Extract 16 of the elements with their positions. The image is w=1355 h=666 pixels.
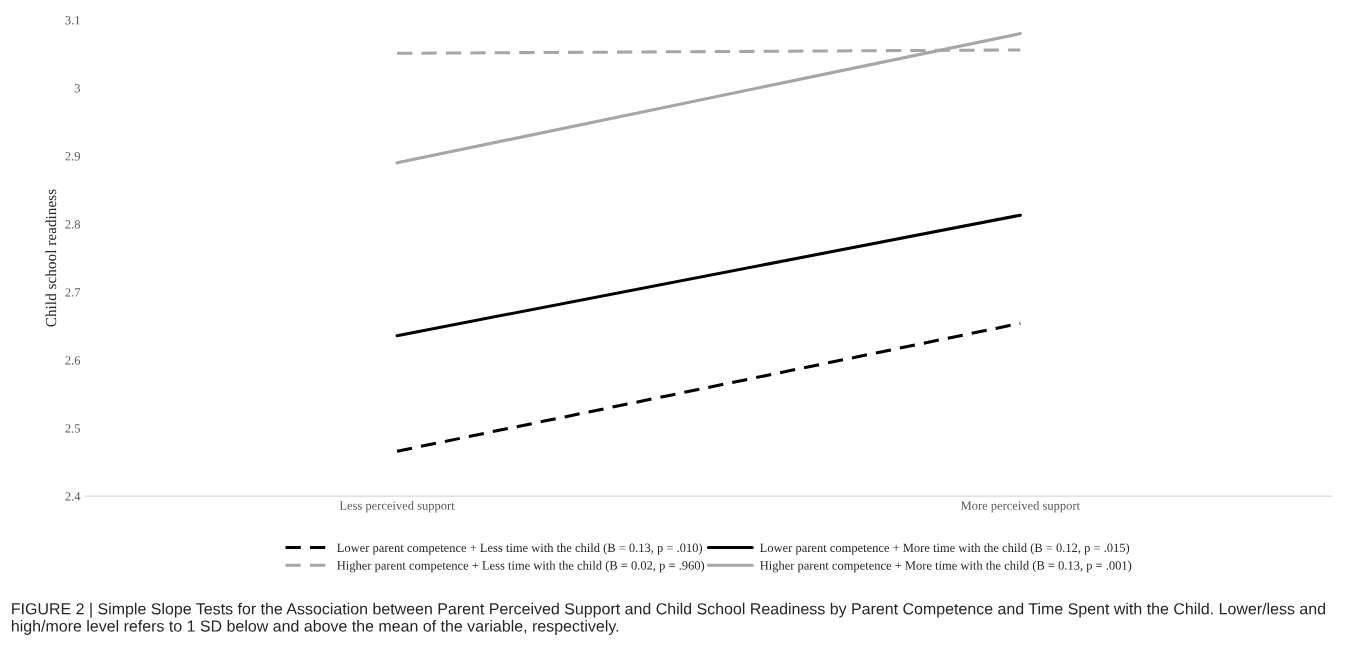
y-axis-title: Child school readiness — [45, 189, 57, 327]
x-tick-label: More perceived support — [960, 501, 1080, 513]
y-tick-label: 2.4 — [65, 492, 81, 501]
legend-label: Lower parent competence + Less time with the child (B = 0.13, p = .010) — [337, 543, 703, 555]
legend-label: Higher parent competence + Less time with the child (B = 0.02, p = .960) — [337, 560, 705, 573]
caption: FIGURE 2 | Simple Slope Tests for the Association between Parent Perceived Support and Child School Readiness by Parent Competence and Time Spent with the Child. Lower/less and high/more level refers to 1 SD below and above the mean of the variable, respectively. — [11, 602, 1325, 635]
y-tick-label: 2.5 — [65, 424, 81, 433]
y-tick-label: 2.9 — [65, 152, 80, 161]
y-tick-label: 2.7 — [65, 288, 81, 297]
y-tick-label: 2.8 — [65, 220, 81, 229]
y-tick-label: 3.1 — [65, 16, 80, 25]
legend-label: Higher parent competence + More time with the child (B = 0.13, p = .001) — [760, 560, 1132, 573]
legend-label: Lower parent competence + More time with the child (B = 0.12, p = .015) — [760, 543, 1130, 555]
x-tick-label: Less perceived support — [339, 501, 455, 513]
y-tick-label: 3 — [74, 84, 81, 93]
y-tick-label: 2.6 — [65, 356, 81, 365]
